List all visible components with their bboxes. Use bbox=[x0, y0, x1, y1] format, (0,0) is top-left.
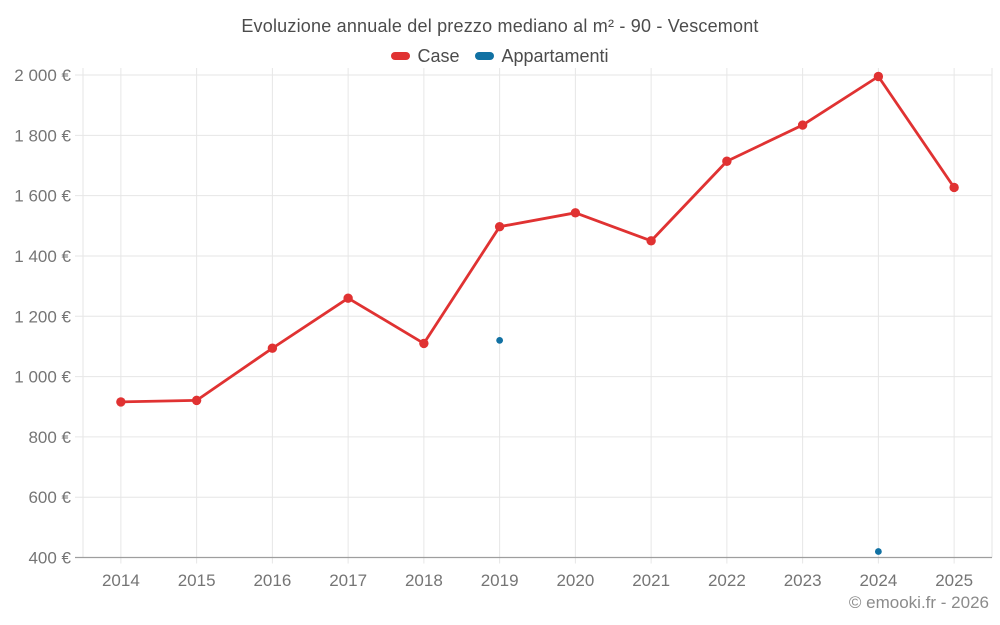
y-tick-label: 800 € bbox=[28, 428, 71, 447]
y-tick-label: 600 € bbox=[28, 488, 71, 507]
x-tick-label: 2023 bbox=[784, 571, 822, 590]
y-tick-label: 400 € bbox=[28, 549, 71, 568]
legend-item-appartamenti[interactable]: Appartamenti bbox=[475, 45, 609, 67]
legend-swatch-appartamenti-icon bbox=[475, 52, 495, 60]
x-tick-label: 2018 bbox=[405, 571, 443, 590]
data-point-appartamenti-2024[interactable] bbox=[874, 548, 882, 555]
data-point-case-2015[interactable] bbox=[191, 395, 202, 406]
data-point-case-2018[interactable] bbox=[419, 338, 429, 349]
data-point-case-2022[interactable] bbox=[722, 156, 732, 166]
x-tick-label: 2017 bbox=[329, 571, 367, 590]
y-tick-label: 1 200 € bbox=[14, 307, 71, 326]
data-point-case-2016[interactable] bbox=[267, 343, 278, 353]
x-tick-label: 2020 bbox=[556, 571, 594, 590]
legend-label-appartamenti: Appartamenti bbox=[501, 45, 609, 66]
x-tick-label: 2021 bbox=[632, 571, 670, 590]
x-tick-label: 2019 bbox=[481, 571, 519, 590]
y-tick-label: 1 400 € bbox=[14, 247, 71, 266]
y-tick-label: 1 600 € bbox=[14, 187, 71, 206]
series-line-case bbox=[119, 75, 956, 404]
x-tick-label: 2022 bbox=[708, 571, 746, 590]
x-tick-label: 2015 bbox=[178, 571, 216, 590]
footer-credit: © emooki.fr - 2026 bbox=[848, 593, 989, 612]
y-tick-label: 1 800 € bbox=[14, 126, 71, 145]
legend-label-case: Case bbox=[417, 45, 460, 66]
data-point-case-2025[interactable] bbox=[949, 182, 959, 193]
data-point-case-2019[interactable] bbox=[494, 221, 505, 232]
data-point-case-2014[interactable] bbox=[116, 397, 126, 407]
y-tick-label: 1 000 € bbox=[14, 368, 71, 387]
chart-legend: Case Appartamenti bbox=[0, 45, 1000, 67]
x-tick-label: 2025 bbox=[935, 571, 973, 590]
x-tick-label: 2024 bbox=[859, 571, 897, 590]
y-tick-label: 2 000 € bbox=[14, 66, 71, 85]
legend-swatch-case-icon bbox=[391, 52, 411, 60]
legend-item-case[interactable]: Case bbox=[391, 46, 459, 67]
data-point-case-2017[interactable] bbox=[343, 293, 353, 303]
data-point-case-2023[interactable] bbox=[797, 120, 808, 130]
x-tick-label: 2016 bbox=[253, 571, 291, 590]
chart-title: Evoluzione annuale del prezzo mediano al… bbox=[241, 16, 759, 36]
data-point-appartamenti-2019[interactable] bbox=[496, 336, 504, 344]
data-point-case-2021[interactable] bbox=[646, 236, 656, 246]
x-tick-label: 2014 bbox=[102, 571, 140, 590]
data-point-case-2024[interactable] bbox=[873, 71, 884, 82]
data-point-case-2020[interactable] bbox=[570, 208, 581, 218]
